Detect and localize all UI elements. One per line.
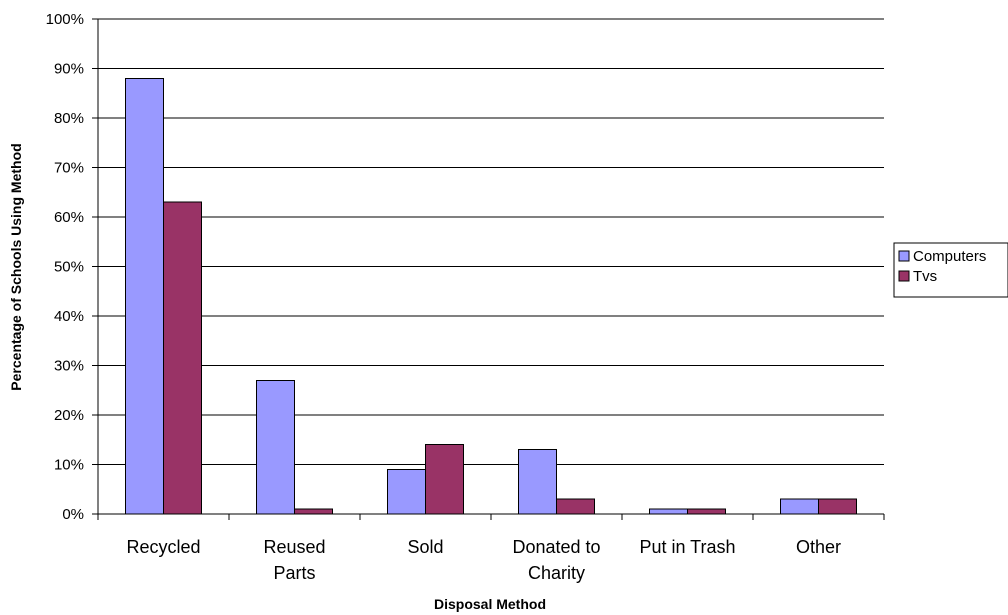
x-category-label: Other <box>796 537 841 557</box>
legend-label-computers: Computers <box>913 248 986 265</box>
y-tick-label: 30% <box>54 358 84 375</box>
legend-label-tvs: Tvs <box>913 268 937 285</box>
y-tick-labels: 0% 10% 20% 30% 40% 50% 60% 70% 80% 90% 100% <box>46 11 84 523</box>
bar-computers-0 <box>125 77 164 515</box>
y-tick-label: 20% <box>54 407 84 424</box>
y-axis-title: Percentage of Schools Using Method <box>8 143 24 390</box>
bar-computers-2 <box>387 468 426 515</box>
axes <box>92 18 885 520</box>
bars <box>125 77 857 515</box>
bar-tvs-0 <box>163 201 202 515</box>
y-tick-label: 50% <box>54 259 84 276</box>
gridlines <box>98 18 884 465</box>
x-category-label: Recycled <box>126 537 200 557</box>
y-tick-label: 40% <box>54 308 84 325</box>
bar-tvs-3 <box>556 498 595 515</box>
bar-computers-3 <box>518 449 557 515</box>
x-axis-title: Disposal Method <box>434 596 546 612</box>
y-tick-label: 80% <box>54 110 84 127</box>
bar-tvs-5 <box>818 498 857 515</box>
x-category-label: Reused <box>263 537 325 557</box>
legend-swatch-tvs <box>898 270 910 282</box>
y-tick-label: 60% <box>54 209 84 226</box>
bar-computers-5 <box>780 498 819 515</box>
y-tick-label: 90% <box>54 61 84 78</box>
legend-box <box>893 242 1008 298</box>
x-category-label: Donated to <box>512 537 600 557</box>
bar-tvs-2 <box>425 444 464 515</box>
bar-computers-1 <box>256 379 295 515</box>
x-category-label: Sold <box>407 537 443 557</box>
x-category-label: Put in Trash <box>639 537 735 557</box>
y-tick-label: 100% <box>46 11 84 28</box>
bar-tvs-1 <box>294 508 333 515</box>
x-category-labels: Recycled Reused Parts Sold Donated to Charity… <box>126 537 841 583</box>
legend: Computers Tvs <box>893 242 1008 298</box>
legend-swatch-computers <box>898 250 910 262</box>
x-category-label: Parts <box>273 563 315 583</box>
bar-computers-4 <box>649 508 688 515</box>
bar-tvs-4 <box>687 508 726 515</box>
x-category-label: Charity <box>528 563 585 583</box>
y-tick-label: 70% <box>54 160 84 177</box>
y-tick-label: 10% <box>54 457 84 474</box>
y-tick-label: 0% <box>62 506 84 523</box>
